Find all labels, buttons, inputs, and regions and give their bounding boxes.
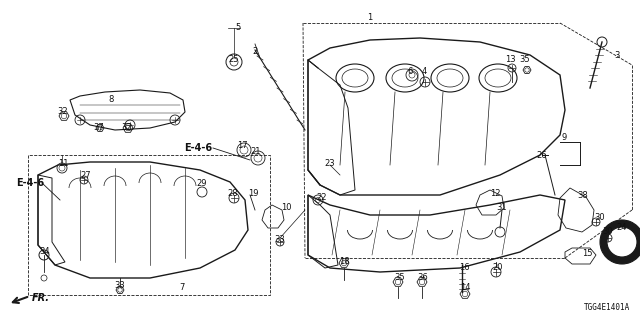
Text: 35: 35 <box>395 274 405 283</box>
Text: 35: 35 <box>520 55 531 65</box>
Text: 30: 30 <box>603 228 613 236</box>
Text: 22: 22 <box>317 194 327 203</box>
Text: 3: 3 <box>614 51 620 60</box>
Text: 23: 23 <box>324 158 335 167</box>
Text: 33: 33 <box>275 236 285 244</box>
Text: 34: 34 <box>40 247 51 257</box>
Text: 14: 14 <box>460 284 470 292</box>
Text: 8: 8 <box>108 95 114 105</box>
Text: 17: 17 <box>237 140 247 149</box>
Text: 24: 24 <box>617 223 627 233</box>
Text: 32: 32 <box>58 108 68 116</box>
Text: 4: 4 <box>421 68 427 76</box>
Text: 32: 32 <box>122 124 132 132</box>
Text: 12: 12 <box>490 188 500 197</box>
Text: 15: 15 <box>582 250 592 259</box>
Text: 7: 7 <box>179 284 185 292</box>
Text: 21: 21 <box>251 148 261 156</box>
Text: FR.: FR. <box>32 293 50 303</box>
Text: 25: 25 <box>228 55 239 65</box>
Text: TGG4E1401A: TGG4E1401A <box>584 303 630 312</box>
Text: 10: 10 <box>281 204 291 212</box>
Text: 26: 26 <box>537 150 547 159</box>
Text: 16: 16 <box>459 263 469 273</box>
Text: 13: 13 <box>505 55 515 65</box>
Text: 38: 38 <box>578 190 588 199</box>
Text: 11: 11 <box>58 158 68 167</box>
Text: 31: 31 <box>497 204 508 212</box>
Text: E-4-6: E-4-6 <box>184 143 212 153</box>
Text: 18: 18 <box>339 258 349 267</box>
Text: 9: 9 <box>561 133 566 142</box>
Text: E-4-6: E-4-6 <box>16 178 44 188</box>
Text: 19: 19 <box>248 188 259 197</box>
Text: 2: 2 <box>252 47 258 57</box>
Text: 33: 33 <box>115 281 125 290</box>
Text: 28: 28 <box>228 188 238 197</box>
Text: 6: 6 <box>407 68 413 76</box>
Text: 30: 30 <box>595 213 605 222</box>
Text: 29: 29 <box>196 179 207 188</box>
Text: 1: 1 <box>367 13 372 22</box>
Text: 36: 36 <box>418 274 428 283</box>
Text: 5: 5 <box>236 23 241 33</box>
Text: 20: 20 <box>493 263 503 273</box>
Text: 37: 37 <box>93 124 104 132</box>
Text: 27: 27 <box>81 171 92 180</box>
